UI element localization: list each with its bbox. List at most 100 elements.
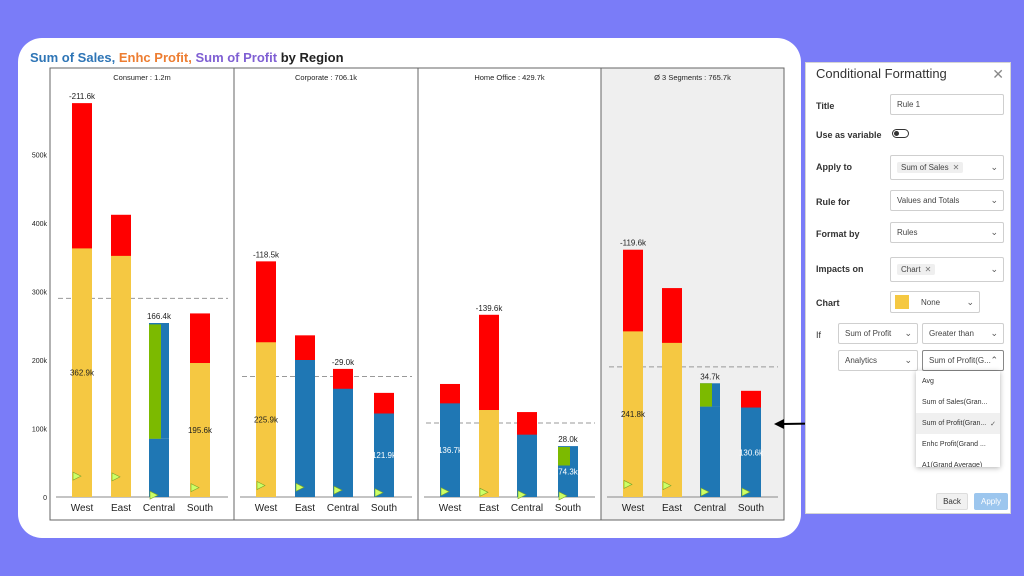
check-icon: ✓ xyxy=(990,420,996,428)
chevron-up-icon: ⌃ xyxy=(990,355,998,365)
plot-frame xyxy=(49,67,785,521)
title-label: Title xyxy=(816,101,835,111)
marker-icon xyxy=(256,481,266,491)
rule-for-value: Values and Totals xyxy=(897,196,960,205)
x-tick-label: East xyxy=(662,503,682,514)
bar-top-label: -139.6k xyxy=(476,304,504,313)
compare-select[interactable]: Sum of Profit(G... ⌃ xyxy=(922,350,1004,371)
marker-icon xyxy=(558,491,568,501)
impacts-label: Impacts on xyxy=(816,264,864,274)
title-input[interactable]: Rule 1 xyxy=(890,94,1004,115)
title-input-value: Rule 1 xyxy=(897,100,921,109)
bar-value-label: 362.9k xyxy=(70,369,95,378)
y-tick-label: 200k xyxy=(32,358,48,365)
rule-for-label: Rule for xyxy=(816,197,851,207)
bar-value-label: 241.8k xyxy=(621,410,646,419)
bar-value-label: 74.3k xyxy=(558,468,579,477)
x-tick-label: West xyxy=(255,503,278,514)
chevron-down-icon: ⌄ xyxy=(904,355,912,365)
analytics-select[interactable]: Analytics ⌄ xyxy=(838,350,918,371)
dropdown-option-selected[interactable]: Sum of Profit(Gran... ✓ xyxy=(916,413,1000,434)
title-suffix: by Region xyxy=(280,50,344,65)
dropdown-option[interactable]: A1(Grand Average) xyxy=(922,462,983,467)
back-button[interactable]: Back xyxy=(936,493,968,510)
marker-icon xyxy=(440,487,450,497)
bar-top-label: -29.0k xyxy=(332,358,355,367)
x-tick-label: South xyxy=(371,503,397,514)
if-label: If xyxy=(816,330,822,340)
chart-title: Sum of Sales, Enhc Profit, Sum of Profit… xyxy=(30,50,344,65)
variable-label: Use as variable xyxy=(816,130,882,140)
apply-to-select[interactable]: Sum of Sales ✕ ⌄ xyxy=(890,155,1004,180)
marker-icon xyxy=(295,482,305,492)
marker-icon xyxy=(623,479,633,489)
sales-bar xyxy=(72,248,92,497)
panel-title: Home Office : 429.7k xyxy=(474,73,545,82)
x-tick-label: East xyxy=(295,503,315,514)
color-swatch xyxy=(895,295,909,309)
rule-for-select[interactable]: Values and Totals ⌄ xyxy=(890,190,1004,211)
apply-button[interactable]: Apply xyxy=(974,493,1008,510)
remove-chip-icon[interactable]: ✕ xyxy=(924,265,932,274)
use-as-variable-toggle[interactable] xyxy=(892,129,909,138)
sales-bar xyxy=(479,410,499,497)
sales-bar xyxy=(111,255,131,497)
analytics-value: Analytics xyxy=(845,356,878,365)
bar-top-label: 28.0k xyxy=(558,435,579,444)
positive-profit-bar xyxy=(149,324,161,439)
chart-label: Chart xyxy=(816,298,840,308)
impacts-chip: Chart ✕ xyxy=(897,264,936,275)
chevron-down-icon: ⌄ xyxy=(990,227,998,237)
conditional-formatting-panel: Conditional Formatting ✕ Title Rule 1 Us… xyxy=(805,62,1011,514)
bar-top-label: -119.6k xyxy=(620,239,647,248)
y-tick-label: 0 xyxy=(43,495,47,502)
profit-bar xyxy=(295,360,315,497)
title-sales: Sum of Sales, xyxy=(30,50,116,65)
chevron-down-icon: ⌄ xyxy=(990,195,998,205)
x-tick-label: South xyxy=(187,503,213,514)
x-tick-label: South xyxy=(738,503,764,514)
bar-value-label: 136.7k xyxy=(438,446,463,455)
format-by-label: Format by xyxy=(816,229,860,239)
profit-bar xyxy=(440,403,460,497)
marker-icon xyxy=(479,487,489,497)
positive-profit-bar xyxy=(558,446,570,466)
sales-bar xyxy=(190,363,210,497)
chevron-down-icon: ⌄ xyxy=(990,162,998,172)
dropdown-option[interactable]: Enhc Profit(Grand ... xyxy=(922,441,986,448)
profit-bar xyxy=(700,406,720,497)
title-profit: Sum of Profit xyxy=(195,50,278,65)
chart-color-value: None xyxy=(921,297,941,307)
x-tick-label: Central xyxy=(511,503,543,514)
profit-bar xyxy=(149,438,169,497)
if-operator-select[interactable]: Greater than ⌄ xyxy=(922,323,1004,344)
y-tick-label: 500k xyxy=(32,153,48,160)
chart-color-select[interactable]: None ⌄ xyxy=(890,291,980,313)
chevron-down-icon: ⌄ xyxy=(990,328,998,338)
impacts-select[interactable]: Chart ✕ ⌄ xyxy=(890,257,1004,282)
marker-icon xyxy=(741,487,751,497)
x-tick-label: East xyxy=(111,503,131,514)
sales-bar xyxy=(662,342,682,497)
x-tick-label: West xyxy=(439,503,462,514)
y-tick-label: 300k xyxy=(32,290,48,297)
if-field-select[interactable]: Sum of Profit ⌄ xyxy=(838,323,918,344)
dropdown-option[interactable]: Avg xyxy=(922,378,934,385)
remove-chip-icon[interactable]: ✕ xyxy=(952,163,960,172)
bar-value-label: 130.6k xyxy=(739,448,764,457)
sales-bar xyxy=(623,331,643,497)
marker-icon xyxy=(374,488,384,498)
format-by-select[interactable]: Rules ⌄ xyxy=(890,222,1004,243)
x-tick-label: Central xyxy=(143,503,175,514)
x-tick-label: East xyxy=(479,503,499,514)
chevron-down-icon: ⌄ xyxy=(966,296,974,307)
close-icon[interactable]: ✕ xyxy=(992,66,1004,82)
panel-title: Corporate : 706.1k xyxy=(295,73,357,82)
y-tick-label: 100k xyxy=(32,427,48,434)
dropdown-option[interactable]: Sum of Sales(Gran... xyxy=(922,399,988,406)
chevron-down-icon: ⌄ xyxy=(990,264,998,274)
bar-top-label: 166.4k xyxy=(147,312,172,321)
y-tick-label: 400k xyxy=(32,221,48,228)
x-tick-label: West xyxy=(71,503,94,514)
region-chart: 0 100k 200k 300k 400k 500k Consumer : 1.2m -211… xyxy=(32,67,785,521)
